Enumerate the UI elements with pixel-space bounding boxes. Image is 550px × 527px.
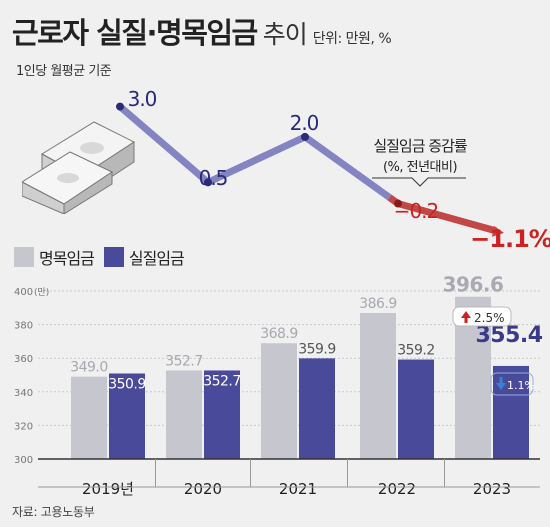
up-arrow-icon	[461, 311, 471, 323]
bar-label-real: 350.9	[108, 376, 146, 392]
line-annotation-title: 실질임금 증감률	[373, 137, 468, 155]
x-tick-label: 2023	[473, 480, 511, 498]
bar-real	[109, 373, 145, 459]
bar-label-real: 352.7	[203, 373, 241, 389]
y-tick-label: 380	[14, 321, 33, 332]
title-trend: 추이	[262, 20, 308, 49]
line-label: 3.0	[128, 87, 157, 111]
bar-nominal	[261, 343, 297, 459]
down-arrow-icon	[496, 377, 506, 390]
page-title: 근로자 실질·명목임금 추이 단위: 만원, %	[12, 10, 392, 52]
bar-label-nominal: 386.9	[359, 296, 397, 312]
line-arrow-head	[492, 225, 504, 237]
badge-real-text: 1.1%	[507, 379, 535, 392]
line-point	[394, 199, 402, 208]
bar-label-nominal: 368.9	[260, 326, 298, 342]
x-tick-label: 2020	[184, 480, 222, 498]
line-annotation-pointer	[372, 177, 466, 187]
x-tick-label: 2019년	[82, 480, 134, 498]
x-tick-label: 2021	[279, 480, 317, 498]
bar-real	[398, 359, 434, 459]
line-point	[301, 132, 309, 141]
bar-real	[204, 370, 240, 459]
title-main: 근로자 실질·명목임금	[12, 16, 258, 50]
bar-nominal	[360, 313, 396, 459]
line-annotation-sub: (%, 전년대비)	[383, 160, 457, 175]
y-tick-label: 400	[14, 287, 33, 298]
bar-nominal	[166, 370, 202, 459]
money-stack-icon	[22, 121, 136, 214]
line-label: −1.1%	[470, 225, 550, 253]
line-label: 0.5	[199, 166, 228, 190]
line-point	[116, 102, 124, 111]
bar-nominal	[71, 376, 107, 459]
y-unit-label: (만)	[34, 287, 49, 298]
legend-label-real: 실질임금	[128, 249, 185, 268]
line-label: −0.2	[394, 199, 439, 223]
x-tick-label: 2022	[378, 480, 416, 498]
line-label: 2.0	[290, 111, 319, 135]
unit-label: 단위: 만원, %	[312, 31, 392, 47]
badge-nominal-text: 2.5%	[474, 311, 505, 325]
source-note: 자료: 고용노동부	[12, 505, 95, 519]
bar-label-nominal: 352.7	[165, 353, 203, 369]
bar-real	[299, 358, 335, 459]
legend-item-real: 실질임금	[103, 245, 185, 269]
bar-label-real: 355.4	[475, 323, 542, 348]
legend-swatch-nominal	[14, 247, 34, 267]
legend-item-nominal: 명목임금	[14, 245, 95, 269]
y-tick-label: 300	[14, 455, 33, 466]
bar-label-real: 359.2	[397, 343, 435, 359]
bar-label-nominal: 349.0	[70, 360, 108, 376]
y-tick-label: 340	[14, 388, 33, 399]
line-point	[204, 178, 212, 187]
y-tick-label: 320	[14, 421, 33, 432]
bar-real	[493, 365, 529, 459]
legend: 명목임금 실질임금	[14, 245, 194, 269]
y-tick-label: 360	[14, 354, 33, 365]
badge-real-change	[490, 372, 534, 396]
bar-label-real: 359.9	[298, 341, 336, 357]
basis-note: 1인당 월평균 기준	[16, 64, 112, 79]
bar-label-nominal: 396.6	[443, 273, 504, 297]
legend-swatch-real	[103, 247, 124, 267]
legend-label-nominal: 명목임금	[39, 249, 95, 268]
line-series-positive	[117, 103, 392, 201]
